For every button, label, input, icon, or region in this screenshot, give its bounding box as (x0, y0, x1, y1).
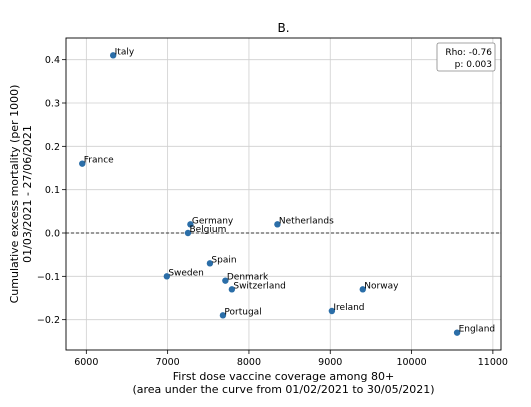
data-point (187, 221, 194, 228)
data-point (206, 260, 214, 267)
y-axis-sublabel: 01/03/2021 - 27/06/2021 (21, 125, 34, 263)
point-label: Ireland (333, 303, 364, 313)
data-point (163, 273, 171, 280)
point-label: Denmark (227, 273, 269, 283)
x-axis-label: First dose vaccine coverage among 80+ (173, 370, 394, 383)
x-tick-label: 9000 (318, 357, 342, 368)
y-tick-label: 0.2 (45, 142, 60, 153)
data-point (184, 229, 192, 237)
x-tick-label: 10000 (396, 357, 426, 368)
point-label: Sweden (168, 268, 204, 278)
data-point (274, 221, 281, 228)
gridlines (66, 38, 501, 350)
data-point (359, 286, 366, 293)
point-label: Belgium (189, 225, 226, 235)
point-label: Portugal (224, 307, 261, 317)
point-label: Norway (364, 281, 399, 291)
data-point (109, 52, 117, 59)
chart-title: B. (277, 21, 289, 35)
point-label: Spain (211, 255, 236, 265)
stats-box-frame (436, 42, 496, 72)
y-axis-label: Cumulative excess mortality (per 1000) (8, 85, 21, 304)
x-axis-ticks: 6000 7000 8000 9000 10000 11000 (74, 350, 508, 368)
data-point (79, 160, 86, 167)
x-tick-label: 11000 (478, 357, 508, 368)
plot-frame (65, 37, 502, 351)
y-tick-label: −0.1 (37, 272, 60, 283)
stats-p: p: 0.003 (455, 60, 492, 70)
x-tick-label: 8000 (237, 357, 261, 368)
y-tick-label: 0.0 (45, 229, 60, 240)
point-label: Germany (192, 216, 234, 226)
y-axis-ticks: −0.2 −0.1 0.0 0.1 0.2 0.3 0.4 (37, 55, 66, 326)
y-tick-label: 0.4 (45, 55, 60, 66)
data-point (228, 286, 236, 293)
stats-box: Rho: -0.76 p: 0.003 (436, 42, 496, 72)
point-label: Italy (115, 47, 135, 57)
point-label: England (459, 325, 496, 335)
point-label: Switzerland (233, 281, 285, 291)
x-axis-sublabel: (area under the curve from 01/02/2021 to… (132, 383, 434, 396)
x-tick-label: 7000 (156, 357, 180, 368)
data-point (219, 312, 227, 319)
y-tick-label: −0.2 (37, 315, 60, 326)
point-label: France (84, 156, 114, 166)
y-tick-label: 0.3 (45, 99, 60, 110)
point-label: Netherlands (279, 216, 334, 226)
data-point (222, 277, 229, 284)
data-point (453, 329, 461, 336)
data-point (328, 307, 336, 315)
y-tick-label: 0.1 (45, 185, 60, 196)
data-points (79, 52, 461, 336)
stats-rho: Rho: -0.76 (445, 48, 492, 58)
x-tick-label: 6000 (74, 357, 98, 368)
